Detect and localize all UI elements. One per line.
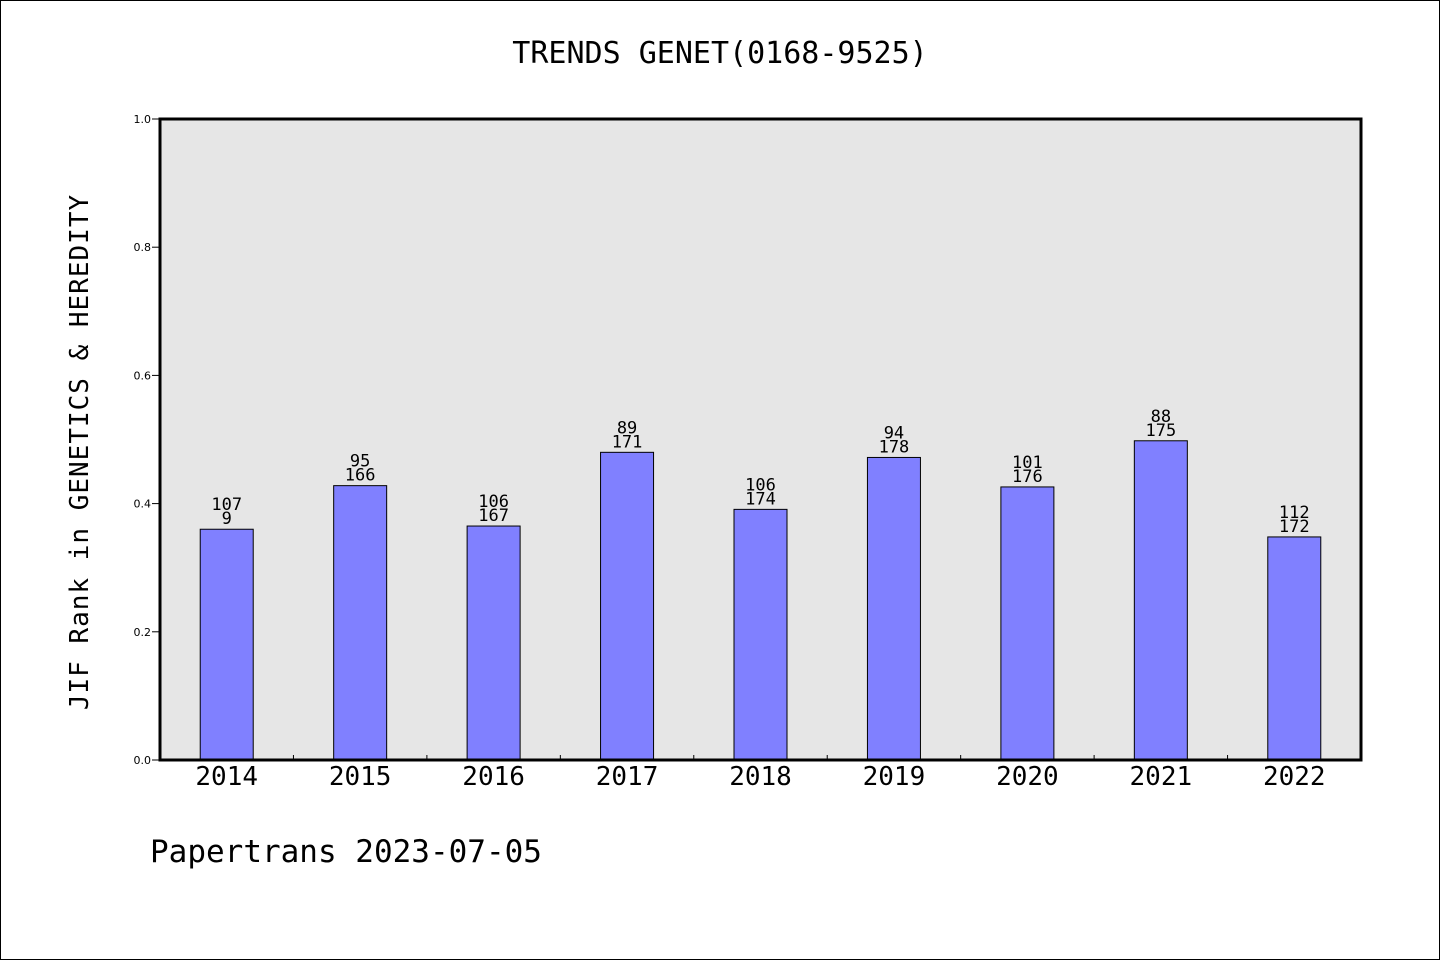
y-tick-label: 0.8 (134, 241, 152, 254)
bar-label-top: 106 (478, 492, 509, 512)
bar-label-top: 95 (350, 452, 370, 472)
bar-label-top: 107 (211, 495, 242, 515)
bar (1000, 486, 1055, 761)
y-tick-label: 0.2 (134, 626, 152, 639)
bar-label-bottom: 172 (1279, 517, 1310, 537)
bar (1267, 536, 1322, 761)
y-axis-ticks: 0.0 0.2 0.4 0.6 0.8 1.0 (134, 113, 160, 767)
bar (333, 485, 388, 761)
x-tick-label: 2018 (729, 762, 792, 792)
bar (733, 508, 788, 761)
x-tick-label: 2014 (195, 762, 258, 792)
bar-label-top: 89 (617, 418, 637, 438)
plot-border (158, 117, 1363, 762)
bar-label-bottom: 174 (745, 489, 776, 509)
bar (1133, 440, 1188, 761)
y-tick-label: 1.0 (134, 113, 152, 126)
bar-label-bottom: 175 (1145, 421, 1176, 441)
y-tick-label: 0.4 (134, 498, 152, 511)
x-tick-label: 2021 (1130, 762, 1193, 792)
bars (199, 440, 1322, 761)
bar-label-bottom: 9 (222, 509, 232, 529)
bar-label-top: 94 (884, 423, 904, 443)
x-tick-label: 2017 (596, 762, 659, 792)
y-tick-label: 0.6 (134, 369, 152, 382)
bar-label-bottom: 166 (345, 466, 376, 486)
bar-label-bottom: 178 (879, 437, 910, 457)
x-tick-label: 2019 (863, 762, 926, 792)
bar-label-top: 112 (1279, 503, 1310, 523)
footer-text: Papertrans 2023-07-05 (150, 834, 542, 870)
bar (600, 451, 655, 761)
x-tick-label: 2015 (329, 762, 392, 792)
bar-label-top: 106 (745, 475, 776, 495)
x-axis-labels: 2014 2015 2016 2017 2018 2019 2020 2021 2022 (195, 755, 1326, 792)
x-tick-label: 2016 (462, 762, 525, 792)
y-tick-label: 0.0 (134, 754, 152, 767)
chart-title: TRENDS GENET(0168-9525) (512, 36, 928, 71)
bar-labels: 1079951661061678917110617494178101176881… (211, 407, 1309, 537)
bar (466, 525, 521, 761)
bar-label-bottom: 167 (478, 506, 509, 526)
bar-label-top: 101 (1012, 453, 1043, 473)
bar-label-top: 88 (1151, 407, 1171, 427)
bar-label-bottom: 176 (1012, 467, 1043, 487)
bar-label-bottom: 171 (612, 432, 643, 452)
x-tick-label: 2022 (1263, 762, 1326, 792)
bar (866, 456, 921, 761)
bar (199, 528, 254, 761)
x-tick-label: 2020 (996, 762, 1059, 792)
